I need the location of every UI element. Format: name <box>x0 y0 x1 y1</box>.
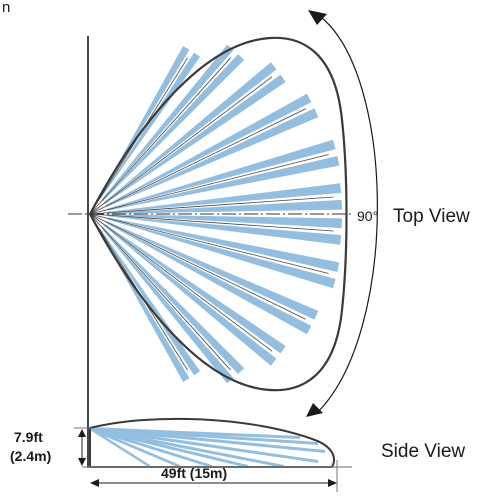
top-view-label: Top View <box>393 206 470 227</box>
detection-beam <box>104 74 286 204</box>
arc-arrow-bottom-icon <box>306 403 323 417</box>
beam-divider-line <box>89 196 334 215</box>
beam-divider-line <box>89 57 231 215</box>
detection-beam <box>101 44 234 201</box>
detection-beam <box>103 225 277 366</box>
detection-beam <box>107 214 342 229</box>
beam-divider-line <box>89 108 306 215</box>
detection-beam <box>107 215 342 245</box>
range-label: 49ft (15m) <box>161 465 227 481</box>
top-view-beams <box>98 44 342 384</box>
detection-beam <box>102 226 245 374</box>
range-arrow-left-icon <box>90 479 99 487</box>
height-arrow-up-icon <box>78 429 86 437</box>
detection-beam <box>107 155 340 211</box>
beam-divider-line <box>89 213 273 352</box>
side-detection-beam <box>90 427 150 468</box>
side-view: 7.9ft (2.4m) 49ft (15m) Side View <box>10 417 465 492</box>
range-arrow-right-icon <box>328 479 337 487</box>
detection-beam <box>105 222 312 335</box>
height-arrow-down-icon <box>78 458 86 466</box>
height-label-m: (2.4m) <box>10 448 51 464</box>
side-view-label: Side View <box>381 441 465 462</box>
detection-beam <box>107 139 336 210</box>
top-view: 90° Top View <box>68 10 470 417</box>
height-label-ft: 7.9ft <box>14 429 43 445</box>
detection-beam <box>99 52 201 200</box>
detection-beam <box>101 227 234 384</box>
side-detection-beam <box>90 427 284 468</box>
side-detection-beam <box>90 427 180 468</box>
detection-beam <box>107 199 342 214</box>
detection-beam <box>106 108 319 207</box>
detection-beam <box>103 62 277 203</box>
side-view-zone-outline <box>89 417 335 468</box>
detection-beam <box>107 183 342 213</box>
side-detection-beam <box>90 427 318 463</box>
top-view-zone-outline <box>88 36 348 392</box>
coverage-angle-arc <box>317 17 378 413</box>
detection-beam <box>107 217 340 273</box>
detection-beam <box>106 221 319 320</box>
beam-divider-line <box>89 213 231 371</box>
beam-divider-line <box>89 213 329 274</box>
detection-beam <box>107 218 336 289</box>
angle-label: 90° <box>357 208 378 224</box>
detection-beam <box>99 228 201 376</box>
arc-arrow-top-icon <box>308 10 327 25</box>
beam-divider-line <box>89 213 334 232</box>
detection-beam <box>104 224 286 354</box>
beam-divider-line <box>89 154 329 215</box>
detection-beam <box>105 93 312 206</box>
beam-divider-line <box>89 76 273 215</box>
side-view-beams <box>90 427 325 468</box>
side-detection-beam <box>90 427 300 439</box>
detection-beam <box>102 54 245 202</box>
beam-divider-line <box>89 213 306 320</box>
corner-text: n <box>2 0 10 16</box>
